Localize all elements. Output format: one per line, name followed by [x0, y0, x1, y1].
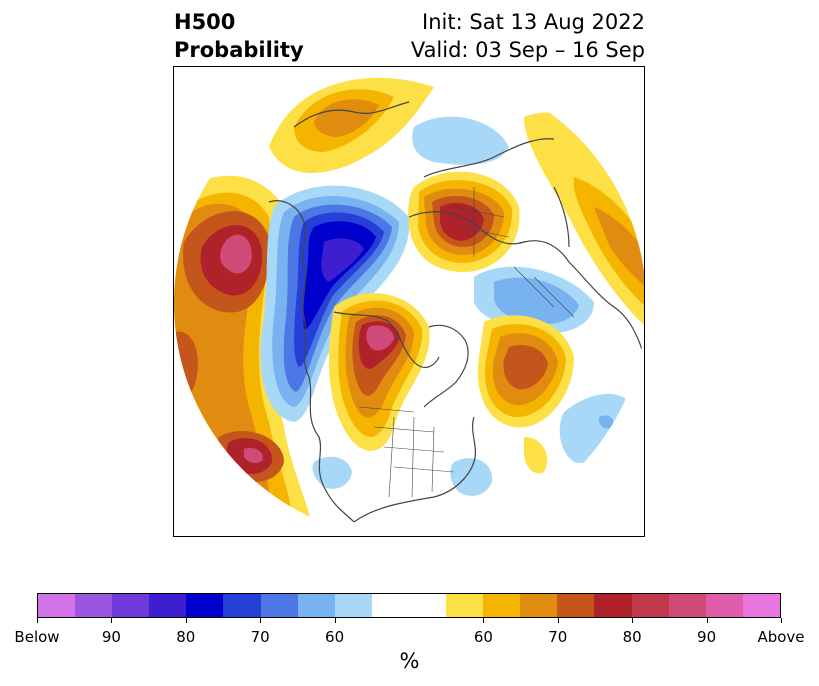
colorbar-segment: [260, 594, 298, 617]
colorbar-segment: [149, 594, 187, 617]
colorbar-tick-label: Above: [757, 628, 805, 646]
colorbar-segment: [631, 594, 669, 617]
colorbar-tick-label: Below: [14, 628, 60, 646]
valid-range: Valid: 03 Sep – 16 Sep: [410, 38, 645, 62]
map-svg: [174, 77, 644, 536]
colorbar-segment: [594, 594, 632, 617]
colorbar-tick-mark: [483, 618, 485, 623]
colorbar-segment: [742, 594, 780, 617]
colorbar-tick-mark: [37, 618, 38, 623]
colorbar-segment: [408, 594, 447, 617]
colorbar: [37, 593, 781, 618]
colorbar-segment: [668, 594, 706, 617]
coastlines: [268, 101, 644, 523]
colorbar-tick-mark: [260, 618, 262, 623]
colorbar-segment: [520, 594, 558, 617]
colorbar-tick-mark: [557, 618, 559, 623]
colorbar-segment: [705, 594, 743, 617]
colorbar-segment: [334, 594, 372, 617]
init-date: Init: Sat 13 Aug 2022: [422, 10, 645, 34]
colorbar-segment: [223, 594, 261, 617]
title-subtitle: Probability: [174, 38, 304, 62]
colorbar-segment: [483, 594, 521, 617]
colorbar-tick-mark: [632, 618, 634, 623]
colorbar-tick-mark: [185, 618, 187, 623]
colorbar-tick-label: 70: [250, 628, 270, 646]
colorbar-tick-label: 90: [101, 628, 121, 646]
colorbar-segment: [297, 594, 335, 617]
colorbar-segment: [446, 594, 484, 617]
colorbar-tick-label: 90: [697, 628, 717, 646]
borders: [358, 187, 575, 498]
colorbar-tick-label: 80: [176, 628, 196, 646]
colorbar-tick-label: 60: [325, 628, 345, 646]
polar-map: [173, 66, 645, 537]
colorbar-tick-mark: [111, 618, 113, 623]
colorbar-tick-mark: [706, 618, 708, 623]
chart-title-left: H500 Probability: [174, 8, 304, 64]
colorbar-tick-label: 60: [473, 628, 493, 646]
colorbar-tick-label: 80: [622, 628, 642, 646]
colorbar-label: %: [399, 649, 420, 673]
colorbar-tick-mark: [334, 618, 336, 623]
colorbar-tick-mark: [781, 618, 782, 623]
colorbar-segment: [186, 594, 224, 617]
chart-title-right: Init: Sat 13 Aug 2022 Valid: 03 Sep – 16…: [411, 8, 645, 64]
colorbar-segment: [557, 594, 595, 617]
title-variable: H500: [174, 10, 236, 34]
colorbar-segment: [112, 594, 150, 617]
colorbar-tick-label: 70: [548, 628, 568, 646]
colorbar-segment: [75, 594, 113, 617]
colorbar-segment: [38, 594, 76, 617]
colorbar-segment: [371, 594, 409, 617]
